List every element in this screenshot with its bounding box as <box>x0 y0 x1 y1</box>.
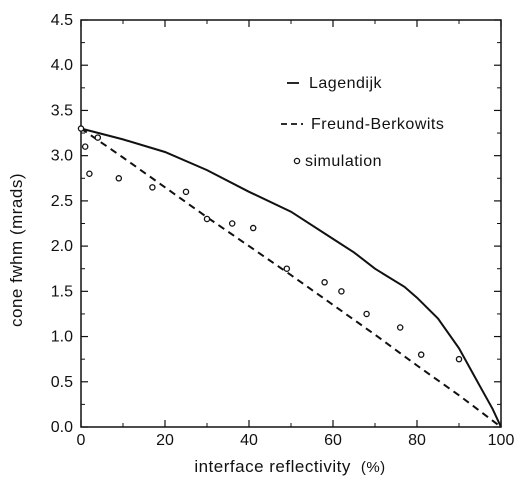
x-axis-label: interface reflectivity (%) <box>194 457 385 476</box>
legend-label: Freund-Berkowits <box>311 116 444 133</box>
simulation-point <box>249 224 257 232</box>
x-tick-label: 40 <box>240 432 258 449</box>
freund-berkowits-line <box>80 127 502 428</box>
axes: 0.0 0.5 1.0 1.5 2.0 2.5 3.0 3.5 4.0 4.5 0 20 40 60 80 1… <box>51 12 515 449</box>
simulation-point <box>182 188 190 196</box>
x-tick-label: 100 <box>488 432 515 449</box>
y-tick-label: 2.0 <box>51 238 73 255</box>
plot-frame <box>80 19 502 428</box>
legend-label: simulation <box>305 153 382 170</box>
y-tick-label: 3.0 <box>51 148 73 165</box>
simulation-point <box>417 351 425 358</box>
y-tick-label: 1.0 <box>51 329 73 346</box>
y-tick-label: 4.5 <box>51 12 73 29</box>
simulation-point <box>396 324 404 331</box>
y-tick-label: 1.5 <box>51 283 73 300</box>
simulation-point <box>94 134 102 141</box>
simulation-point <box>203 215 211 223</box>
simulation-point <box>86 170 93 178</box>
y-tick-label: 3.5 <box>51 102 73 119</box>
y-tick-label: 0.5 <box>51 374 73 391</box>
legend-label: Lagendijk <box>309 75 383 92</box>
y-tick-label: 2.5 <box>51 193 73 210</box>
y-tick-label: 4.0 <box>51 57 73 74</box>
simulation-point <box>321 279 328 286</box>
y-tick-label: 0.0 <box>51 419 73 436</box>
simulation-point <box>149 184 156 191</box>
legend-marker-simulation <box>293 157 301 165</box>
x-axis-label-text: interface reflectivity <box>194 457 351 476</box>
simulation-point <box>338 288 345 295</box>
x-tick-label: 20 <box>156 432 174 449</box>
x-tick-label: 80 <box>408 432 426 449</box>
simulation-point <box>228 220 236 227</box>
simulation-point <box>81 143 89 150</box>
series-layer <box>77 125 502 428</box>
x-tick-label: 60 <box>324 432 342 449</box>
y-axis-label: cone fwhm (mrads) <box>7 173 26 327</box>
simulation-point <box>77 125 85 132</box>
lagendijk-line <box>80 127 502 428</box>
x-tick-label: 0 <box>77 432 86 449</box>
legend: Lagendijk Freund-Berkowits simulation <box>281 75 444 170</box>
simulation-point <box>115 175 123 182</box>
simulation-point <box>455 355 463 363</box>
simulation-point <box>283 265 291 272</box>
simulation-point <box>363 310 370 318</box>
x-axis-unit: (%) <box>361 459 386 476</box>
